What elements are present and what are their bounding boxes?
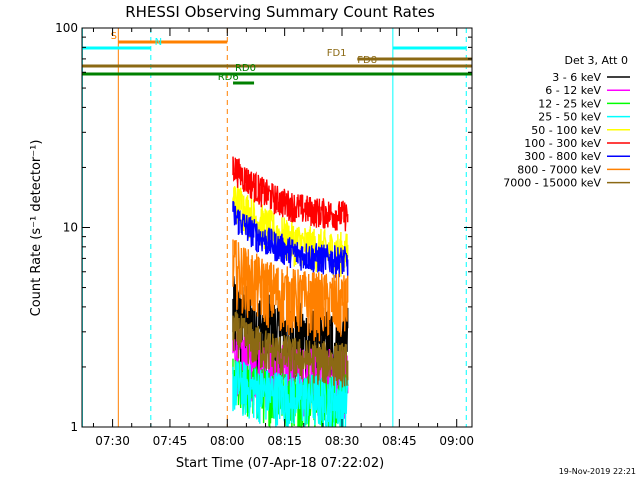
x-axis-ticks: 07:30 07:45 08:00 08:15 08:30 08:45 09:00 [92, 28, 474, 448]
legend-label-4: 50 - 100 keV [531, 124, 601, 137]
x-tick-label-0: 07:30 [95, 434, 130, 448]
legend-label-1: 6 - 12 keV [545, 84, 601, 97]
legend-label-6: 300 - 800 keV [524, 150, 601, 163]
legend-label-2: 12 - 25 keV [538, 97, 601, 110]
x-tick-label-6: 09:00 [439, 434, 474, 448]
series-line-7 [232, 239, 349, 342]
series-line-3 [232, 360, 349, 428]
footer-date: 19-Nov-2019 22:21 [559, 467, 636, 476]
flag-label-s-0: S [111, 31, 117, 42]
y-axis-title: Count Rate (s⁻¹ detector⁻¹) [29, 140, 44, 317]
legend-label-5: 100 - 300 keV [524, 137, 601, 150]
x-tick-label-4: 08:30 [325, 434, 360, 448]
y-tick-label-2: 100 [55, 21, 78, 35]
flag-label-fd1-3: FD1 [327, 48, 347, 59]
x-tick-label-3: 08:15 [267, 434, 302, 448]
flag-label-n-1: N [155, 37, 162, 48]
flag-label-fd8-4: FD8 [357, 55, 377, 66]
y-tick-label-1: 10 [63, 221, 78, 235]
series-line-5 [232, 156, 349, 232]
x-tick-label-5: 08:45 [382, 434, 417, 448]
x-tick-label-2: 08:00 [210, 434, 245, 448]
legend-header: Det 3, Att 0 [565, 54, 629, 67]
x-tick-label-1: 07:45 [153, 434, 188, 448]
flag-label-rd0-5: RD0 [235, 63, 256, 74]
series-line-6 [232, 200, 349, 279]
chart-title: RHESSI Observing Summary Count Rates [125, 3, 435, 21]
y-tick-label-0: 1 [70, 420, 78, 434]
legend-label-7: 800 - 7000 keV [517, 163, 601, 176]
y-axis-ticks: 1 10 100 [55, 21, 472, 434]
flag-label-rd6-6: RD6 [218, 72, 239, 83]
legend-label-3: 25 - 50 keV [538, 111, 601, 124]
x-axis-title: Start Time (07-Apr-18 07:22:02) [176, 456, 384, 471]
legend-label-8: 7000 - 15000 keV [503, 177, 601, 190]
legend-label-0: 3 - 6 keV [552, 71, 601, 84]
series-line-8 [232, 311, 349, 388]
